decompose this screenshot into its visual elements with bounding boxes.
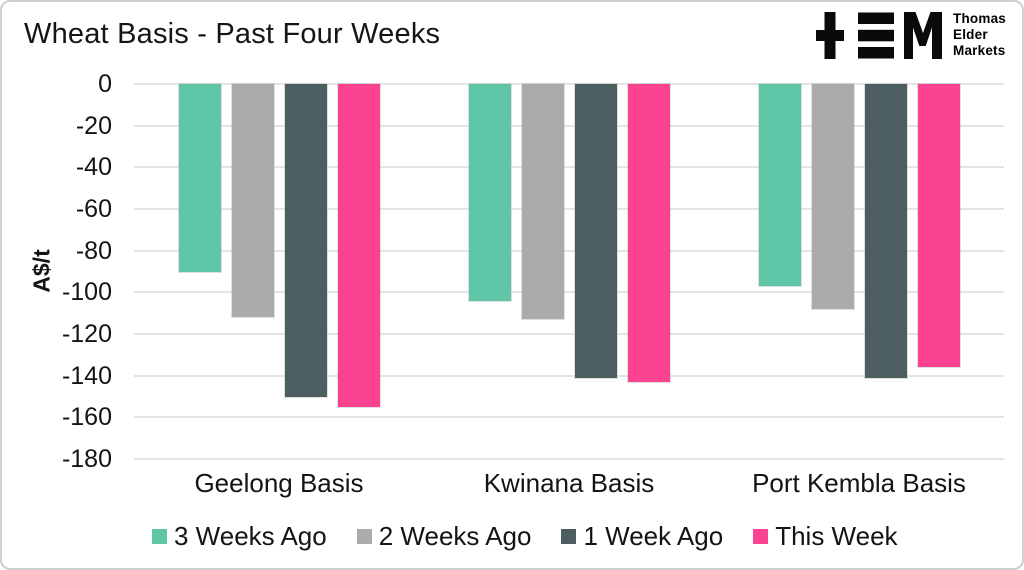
bar-1-week-ago — [284, 84, 327, 397]
legend: 3 Weeks Ago 2 Weeks Ago 1 Week Ago This Wee… — [152, 521, 898, 552]
bar-3-weeks-ago — [178, 84, 221, 272]
bar-1-week-ago — [574, 84, 617, 378]
y-tick-label: -40 — [75, 153, 112, 182]
logo-line-markets: Markets — [953, 43, 1006, 58]
gridline — [134, 333, 1004, 335]
y-tick-label: -120 — [61, 320, 112, 348]
gridline — [134, 124, 1004, 127]
category-label: Geelong Basis — [194, 468, 364, 498]
gridline — [134, 249, 1004, 252]
legend-swatch — [753, 529, 769, 544]
y-tick-label: -140 — [61, 361, 112, 390]
logo-line-thomas: Thomas — [953, 11, 1006, 26]
category-label: Kwinana Basis — [483, 468, 655, 498]
y-tick-label: -80 — [75, 236, 112, 265]
gridline — [134, 83, 1004, 85]
legend-item: 1 Week Ago — [561, 521, 723, 552]
chart-title: Wheat Basis - Past Four Weeks — [24, 18, 441, 50]
legend-item: This Week — [753, 521, 898, 552]
y-tick-label: -20 — [75, 111, 112, 140]
bar-2-weeks-ago — [521, 84, 564, 320]
bar-this-week — [917, 84, 960, 368]
bar-this-week — [627, 84, 670, 382]
y-tick-label: -160 — [61, 403, 112, 432]
plot-area — [134, 83, 1004, 460]
gridline — [134, 208, 1004, 210]
bar-1-week-ago — [864, 84, 907, 378]
legend-label: 3 Weeks Ago — [174, 521, 327, 551]
y-tick-label: -60 — [75, 195, 112, 223]
tem-logo-text: Thomas Elder Markets — [953, 11, 1006, 59]
bar-2-weeks-ago — [811, 84, 854, 309]
legend-swatch — [561, 529, 577, 544]
tem-logo-icon — [816, 11, 943, 59]
logo-line-elder: Elder — [953, 27, 988, 42]
legend-item: 3 Weeks Ago — [152, 521, 327, 552]
legend-swatch — [356, 529, 372, 544]
tem-logo: Thomas Elder Markets — [816, 11, 1006, 59]
legend-label: 1 Week Ago — [583, 521, 724, 551]
y-tick-label: 0 — [98, 70, 112, 98]
gridline — [134, 291, 1004, 294]
legend-swatch — [152, 529, 167, 544]
legend-item: 2 Weeks Ago — [356, 521, 532, 552]
gridline — [134, 166, 1004, 169]
bar-3-weeks-ago — [468, 84, 511, 301]
gridline — [134, 374, 1004, 377]
bar-this-week — [337, 84, 380, 407]
bar-2-weeks-ago — [231, 84, 274, 318]
gridline — [134, 458, 1004, 460]
y-tick-label: -180 — [61, 445, 112, 473]
y-tick-label: -100 — [61, 278, 112, 307]
bar-3-weeks-ago — [758, 84, 801, 287]
category-label: Port Kembla Basis — [752, 468, 966, 498]
legend-label: This Week — [775, 521, 898, 551]
gridline — [134, 416, 1004, 419]
legend-label: 2 Weeks Ago — [378, 521, 532, 551]
